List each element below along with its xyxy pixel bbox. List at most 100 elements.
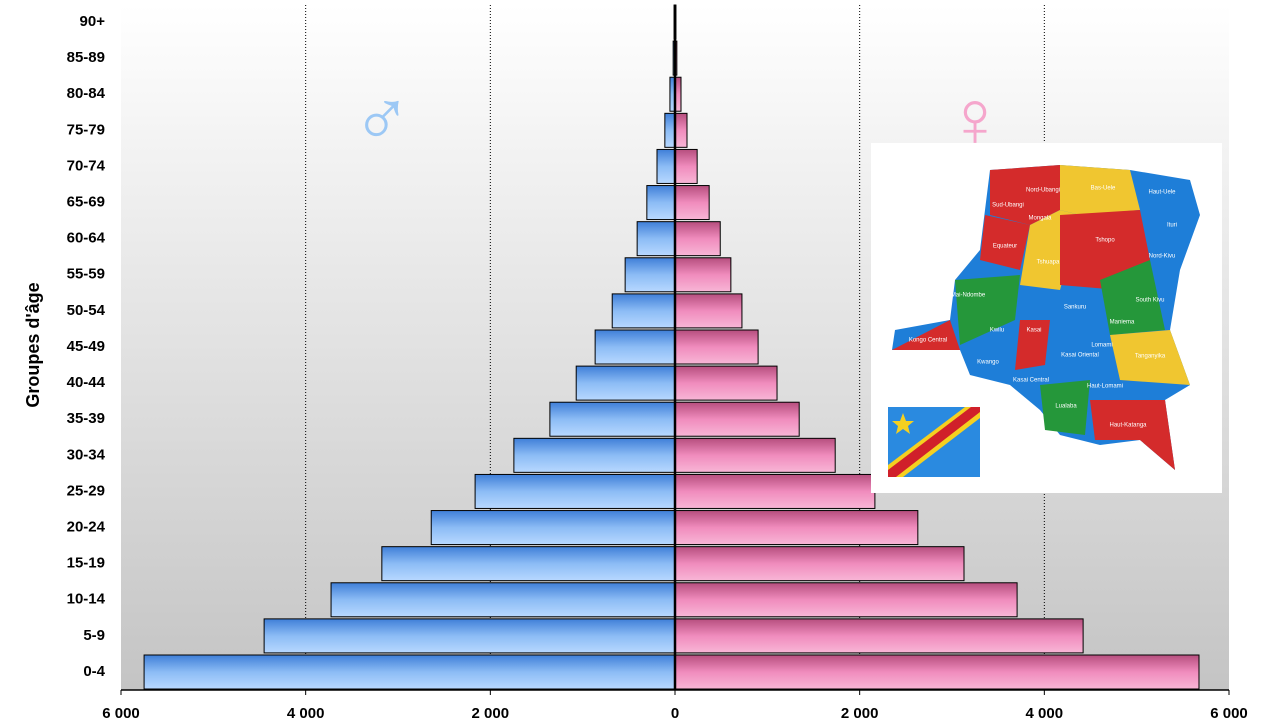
bar (674, 401, 800, 437)
bar (381, 546, 676, 582)
bar (674, 473, 876, 509)
map-label: Sankuru (1064, 305, 1086, 311)
x-tick-label: 2 000 (472, 705, 510, 720)
y-tick-label: 55-59 (67, 266, 105, 283)
map-label: Kasai (1026, 328, 1041, 334)
y-tick-label: 40-44 (67, 374, 106, 391)
y-tick-label: 15-19 (67, 555, 105, 572)
bar (674, 329, 759, 365)
map-label: Mai-Ndombe (951, 293, 986, 299)
map-label: Nord-Kivu (1149, 254, 1176, 260)
map-label: Lualaba (1055, 404, 1077, 410)
bar (674, 618, 1084, 654)
bar (674, 112, 688, 148)
y-tick-label: 30-34 (67, 446, 106, 463)
map-label: Kwilu (990, 328, 1004, 334)
map-label: Kwango (977, 360, 999, 366)
flag-star (892, 413, 914, 434)
bar (674, 365, 778, 401)
map-label: Kasai Central (1013, 378, 1049, 384)
map-label: Haut-Katanga (1109, 423, 1147, 429)
map-label: South Kivu (1135, 298, 1164, 304)
map-region (990, 165, 1060, 225)
map-label: Haut-Lomami (1087, 384, 1123, 390)
map-region (955, 275, 1020, 345)
bar (611, 293, 676, 329)
bar (664, 112, 676, 148)
map-label: Nord-Ubangi (1026, 188, 1060, 194)
map-label: Tanganyika (1135, 354, 1166, 360)
bar (474, 473, 676, 509)
x-tick-label: 2 000 (841, 705, 879, 720)
y-tick-label: 80-84 (67, 85, 106, 102)
y-tick-label: 90+ (80, 13, 106, 30)
map-label: Tshuapa (1037, 260, 1060, 266)
y-axis-label: Groupes d'âge (23, 282, 43, 407)
map-region (980, 215, 1030, 270)
y-tick-label: 0-4 (83, 663, 105, 680)
y-tick-label: 50-54 (67, 302, 106, 319)
bar (594, 329, 676, 365)
bar (674, 257, 732, 293)
map-region (1040, 380, 1090, 435)
bar (549, 401, 676, 437)
bar (674, 293, 743, 329)
bar (636, 221, 676, 257)
y-tick-label: 5-9 (83, 627, 105, 644)
bar (330, 582, 676, 618)
map-label: Ituri (1167, 223, 1177, 229)
map-label: Mongala (1028, 216, 1052, 222)
map-inset: Nord-Ubangi Bas-Uele Haut-Uele Sud-Ubangi Mo… (871, 143, 1222, 493)
map-label: Kasai Oriental (1061, 353, 1099, 359)
male-symbol: ♂ (352, 74, 412, 163)
y-tick-label: 45-49 (67, 338, 105, 355)
map-label: Kinshasa (916, 310, 941, 316)
y-tick-label: 75-79 (67, 121, 105, 138)
bar (674, 185, 710, 221)
map-region (1015, 320, 1050, 370)
map-label: Bas-Uele (1091, 186, 1116, 192)
bar (624, 257, 676, 293)
y-tick-label: 35-39 (67, 410, 105, 427)
bar (575, 365, 676, 401)
bar (674, 221, 721, 257)
map-label: Tshopo (1095, 238, 1115, 244)
flag-stripe (888, 407, 980, 477)
y-tick-label: 85-89 (67, 49, 105, 66)
bar (674, 510, 919, 546)
x-tick-label: 6 000 (102, 705, 140, 720)
map-region (1100, 260, 1165, 335)
map-region (892, 320, 960, 350)
map-region (1060, 165, 1140, 215)
x-tick-label: 4 000 (1026, 705, 1064, 720)
bar (674, 546, 965, 582)
bar (430, 510, 676, 546)
map-label: Kongo Central (909, 338, 947, 344)
map-region (1090, 400, 1175, 470)
bar (674, 437, 836, 473)
y-tick-label: 60-64 (67, 230, 106, 247)
bar (263, 618, 676, 654)
map-label: Maniema (1110, 320, 1135, 326)
x-tick-label: 6 000 (1210, 705, 1248, 720)
y-tick-label: 70-74 (67, 157, 106, 174)
map-label: Haut-Uele (1148, 190, 1176, 196)
map-label: Equateur (993, 244, 1017, 250)
y-tick-label: 65-69 (67, 194, 105, 211)
y-tick-label: 25-29 (67, 482, 105, 499)
map-label: Sud-Ubangi (992, 203, 1024, 209)
bar (143, 654, 676, 690)
x-tick-label: 4 000 (287, 705, 325, 720)
map-region (1110, 330, 1190, 385)
y-tick-label: 20-24 (67, 519, 106, 536)
bar (646, 185, 676, 221)
bar (513, 437, 676, 473)
x-tick-label: 0 (671, 705, 679, 720)
bar (674, 654, 1200, 690)
bar (674, 582, 1018, 618)
bars (143, 4, 1200, 690)
bar (674, 148, 698, 184)
y-tick-label: 10-14 (67, 591, 106, 608)
map-label: Lomami (1091, 343, 1112, 349)
